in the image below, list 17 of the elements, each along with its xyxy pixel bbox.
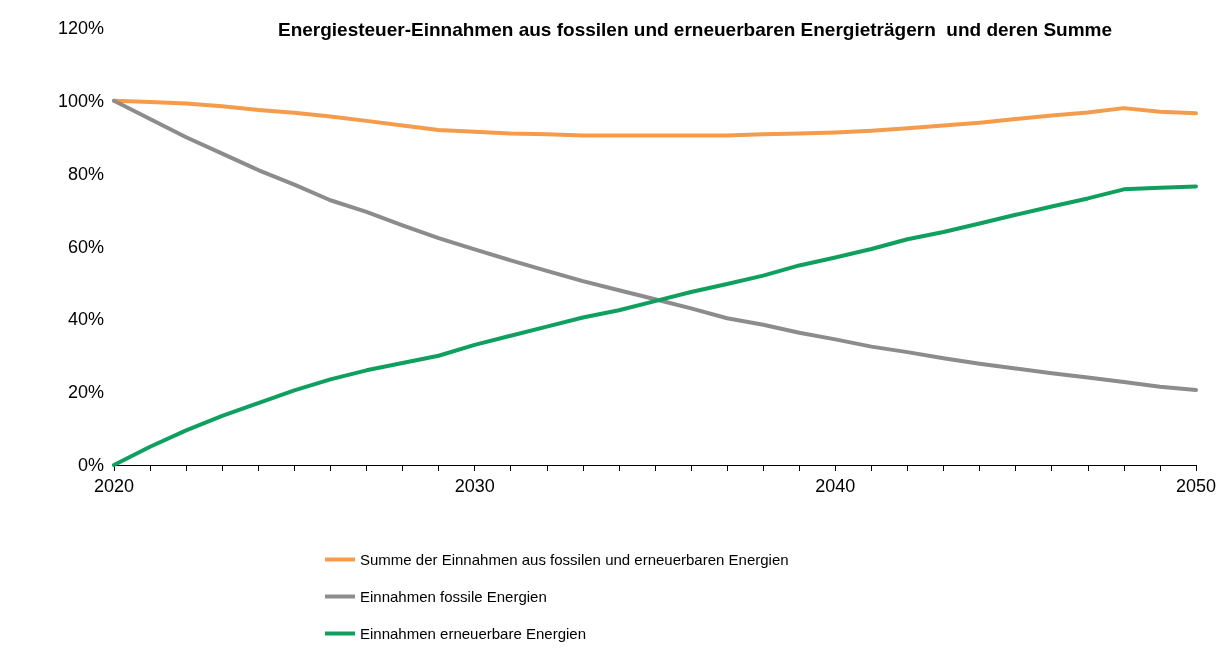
- y-tick-label: 80%: [67, 163, 104, 184]
- x-tick-label: 2020: [93, 476, 135, 496]
- x-tick-label: 2040: [815, 476, 856, 496]
- line-series: [112, 98, 1198, 392]
- legend-label: Einnahmen erneuerbare Energien: [360, 625, 586, 642]
- line-series: [112, 98, 1198, 138]
- y-tick-label: 120%: [57, 18, 104, 38]
- y-tick-label: 40%: [67, 309, 104, 330]
- y-tick-label: 100%: [57, 90, 104, 111]
- chart-title: Energiesteuer-Einnahmen aus fossilen und erneuerbaren Energieträgern und deren Summe: [277, 18, 1113, 40]
- x-tick-label: 2030: [454, 476, 495, 496]
- x-tick-label: 2050: [1175, 476, 1217, 496]
- y-tick-label: 20%: [67, 382, 104, 403]
- legend-label: Summe der Einnahmen aus fossilen und erneuerbaren Energien: [360, 551, 789, 568]
- legend-label: Einnahmen fossile Energien: [360, 588, 547, 605]
- y-tick-label: 60%: [67, 236, 104, 257]
- y-tick-label: 0%: [77, 455, 104, 475]
